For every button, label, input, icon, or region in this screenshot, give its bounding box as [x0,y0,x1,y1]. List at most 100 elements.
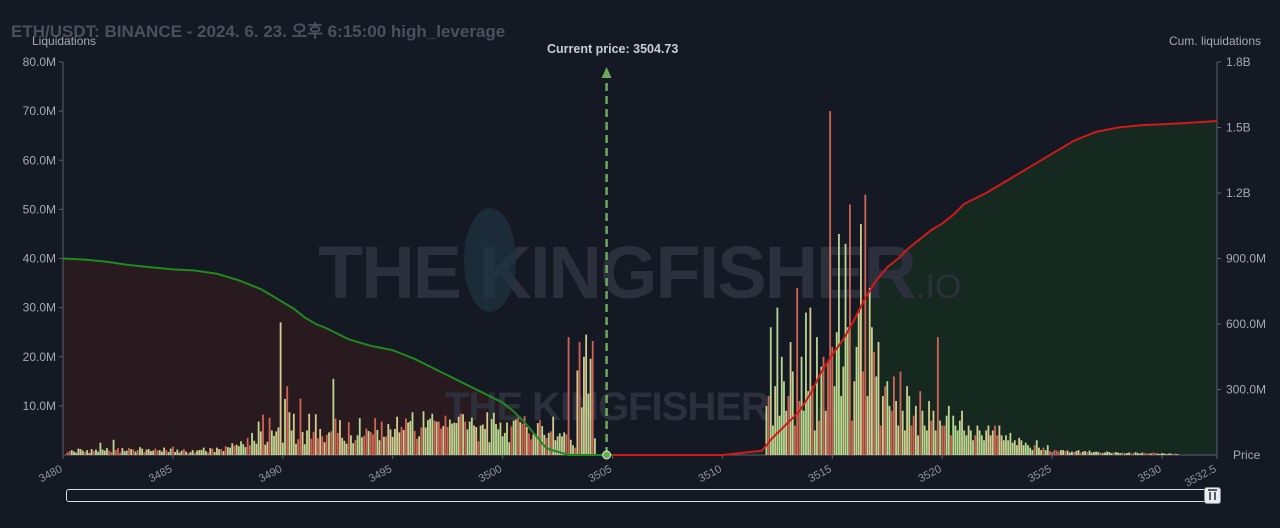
short-liquidation-bar [1020,440,1023,455]
short-liquidation-bar [1040,450,1043,455]
short-liquidation-bar [1042,447,1045,455]
long-liquidation-bar [378,440,381,455]
long-liquidation-bar [185,451,187,455]
long-liquidation-bar [525,426,528,455]
short-liquidation-bar [860,224,862,455]
current-price-dot [602,450,612,460]
short-liquidation-bar [950,435,952,455]
long-liquidation-bar [207,452,209,455]
long-liquidation-bar [325,434,328,455]
long-liquidation-bar [446,426,449,455]
long-liquidation-bar [150,451,152,455]
long-liquidation-bar [139,447,141,455]
x-tick-label: 3505 [587,463,614,485]
short-liquidation-bar [791,371,794,455]
short-liquidation-bar [1084,451,1087,455]
long-liquidation-bar [369,431,372,455]
short-liquidation-bar [1018,437,1021,455]
long-liquidation-bar [70,450,73,455]
short-liquidation-bar [857,312,860,455]
long-liquidation-bar [385,436,388,455]
long-liquidation-bar [319,428,322,455]
short-area-fill [612,120,1217,455]
short-liquidation-bar [802,410,805,455]
long-liquidation-bar [517,417,519,455]
watermark-suffix-large: .IO [916,268,961,306]
short-liquidation-bar [958,420,961,455]
long-liquidation-bar [97,451,100,455]
long-liquidation-bar [275,431,278,455]
long-liquidation-bar [521,423,524,455]
long-liquidation-bar [323,442,326,455]
long-liquidation-bar [591,341,594,455]
right-tick-label: 1.5B [1226,121,1251,135]
short-liquidation-bar [1079,452,1082,455]
long-liquidation-bar [255,443,258,455]
long-liquidation-bar [244,447,247,455]
long-liquidation-bar [594,438,596,455]
long-liquidation-bar [563,432,566,455]
short-liquidation-bar [862,371,865,455]
long-liquidation-bar [136,450,139,455]
long-liquidation-bar [123,451,126,455]
short-liquidation-bar [914,405,917,455]
short-liquidation-bar [800,356,803,455]
short-liquidation-bar [888,405,891,455]
short-liquidation-bar [976,425,979,455]
short-liquidation-bar [870,327,873,455]
short-liquidation-bar [849,204,851,455]
short-liquidation-bar [822,356,825,455]
short-liquidation-bar [794,425,796,455]
long-liquidation-bar [565,434,568,455]
short-liquidation-bar [1165,454,1168,455]
long-liquidation-bar [114,450,117,455]
long-liquidation-bar [68,451,71,455]
long-liquidation-bar [165,450,168,455]
short-liquidation-bar [921,410,924,455]
long-liquidation-bar [209,448,212,455]
long-liquidation-bar [492,412,495,455]
short-liquidation-bar [1119,453,1122,455]
short-liquidation-bar [809,307,812,455]
long-liquidation-bar [367,430,370,455]
short-liquidation-bar [881,396,884,455]
short-liquidation-bar [855,346,858,455]
left-tick-label: 70.0M [23,104,56,118]
short-liquidation-bar [789,342,792,455]
short-liquidation-bar [910,425,913,455]
short-liquidation-bar [1022,445,1025,455]
scroll-handle-right[interactable] [1204,487,1221,504]
short-liquidation-bar [767,396,770,455]
short-liquidation-bar [807,391,810,455]
short-liquidation-bar [939,420,941,455]
short-liquidation-bar [853,381,856,455]
long-liquidation-bar [547,432,550,455]
range-scrollbar[interactable] [66,487,1221,504]
long-liquidation-bar [103,450,106,455]
long-liquidation-bar [262,414,264,455]
short-liquidation-bar [765,405,768,455]
long-liquidation-bar [220,449,223,455]
long-liquidation-bar [81,450,84,455]
long-liquidation-bar [237,446,240,455]
long-liquidation-bar [154,448,157,455]
long-liquidation-bar [95,449,97,455]
long-liquidation-bar [578,342,581,455]
short-liquidation-bar [1108,452,1111,455]
long-liquidation-bar [451,423,453,455]
long-liquidation-bar [222,451,225,455]
long-liquidation-bar [398,432,401,455]
long-liquidation-bar [437,421,440,455]
right-tick-label: 1.2B [1226,186,1251,200]
long-liquidation-bar [268,417,271,455]
long-liquidation-bar [152,450,155,455]
short-liquidation-bar [1139,453,1141,455]
long-liquidation-bar [576,370,579,455]
left-tick-label: 20.0M [23,350,56,364]
long-liquidation-bar [312,431,315,455]
short-liquidation-bar [1082,451,1084,455]
short-liquidation-bar [903,430,906,455]
long-liquidation-bar [528,433,530,455]
long-liquidation-bar [400,426,403,455]
short-liquidation-bar [1055,450,1058,455]
